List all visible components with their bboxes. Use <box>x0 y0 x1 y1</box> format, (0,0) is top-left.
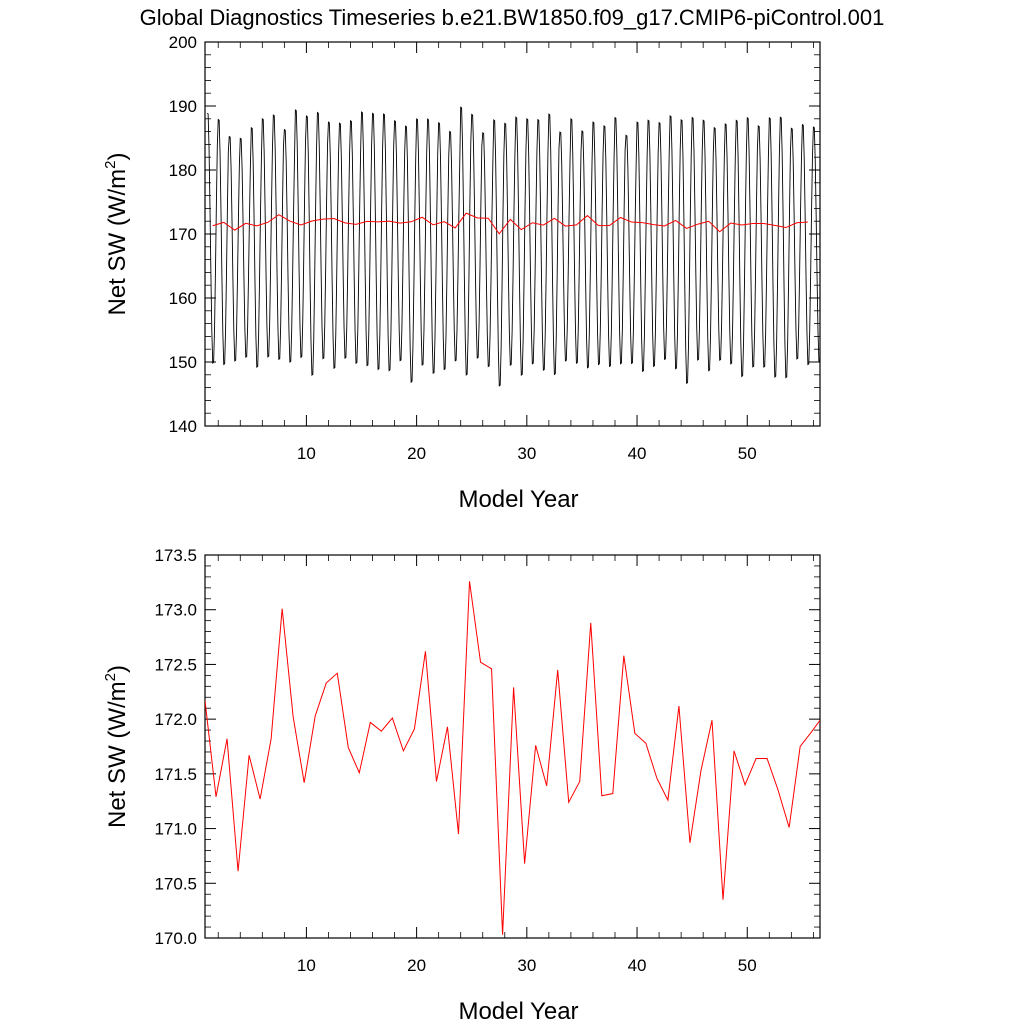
x-tick-label: 30 <box>517 444 536 463</box>
y-tick-label: 170.0 <box>154 929 197 948</box>
x-tick-label: 30 <box>517 956 536 975</box>
series-line-0 <box>205 581 820 935</box>
y-tick-label: 150 <box>169 353 197 372</box>
y-tick-label: 200 <box>169 33 197 52</box>
plot-frame <box>204 41 821 427</box>
x-tick-label: 40 <box>628 956 647 975</box>
y-axis-title: Net SW (W/m2) <box>102 153 131 316</box>
y-tick-label: 173.5 <box>154 546 197 565</box>
y-tick-label: 171.5 <box>154 765 197 784</box>
y-tick-label: 190 <box>169 97 197 116</box>
x-tick-label: 10 <box>297 956 316 975</box>
y-tick-label: 172.0 <box>154 710 197 729</box>
x-axis-title: Model Year <box>458 998 578 1024</box>
y-tick-label: 160 <box>169 289 197 308</box>
y-tick-label: 173.0 <box>154 601 197 620</box>
y-tick-label: 172.5 <box>154 655 197 674</box>
y-tick-label: 180 <box>169 161 197 180</box>
top-panel-net-sw-monthly: 10 20 30 40 50 140 150 160 170 180 190 200 Model Yea… <box>102 33 821 513</box>
y-tick-label: 140 <box>169 417 197 436</box>
plot-frame <box>204 554 821 939</box>
y-tick-label: 171.0 <box>154 820 197 839</box>
bottom-panel-net-sw-annual: 10 20 30 40 50 170.0 170.5 171.0 171.5 172.0 172.5… <box>102 546 821 1024</box>
figure-title: Global Diagnostics Timeseries b.e21.BW18… <box>140 5 885 30</box>
x-tick-label: 40 <box>628 444 647 463</box>
x-axis-title: Model Year <box>458 486 578 513</box>
y-tick-label: 170.5 <box>154 874 197 893</box>
series-line-1 <box>212 212 808 235</box>
x-tick-label: 10 <box>297 444 316 463</box>
y-axis-title-superscript: 2 <box>102 161 119 169</box>
y-axis-title: Net SW (W/m2) <box>102 665 131 828</box>
y-tick-label: 170 <box>169 225 197 244</box>
x-tick-label: 20 <box>407 956 426 975</box>
y-axis-title-close: ) <box>104 665 131 673</box>
y-axis-title-close: ) <box>104 153 131 161</box>
series-line-0 <box>206 106 820 387</box>
x-tick-label: 50 <box>738 956 757 975</box>
y-axis-title-text: Net SW (W/m <box>104 681 131 828</box>
y-axis-title-superscript: 2 <box>102 673 119 681</box>
x-tick-label: 20 <box>407 444 426 463</box>
y-axis-title-text: Net SW (W/m <box>104 169 131 316</box>
x-tick-label: 50 <box>738 444 757 463</box>
